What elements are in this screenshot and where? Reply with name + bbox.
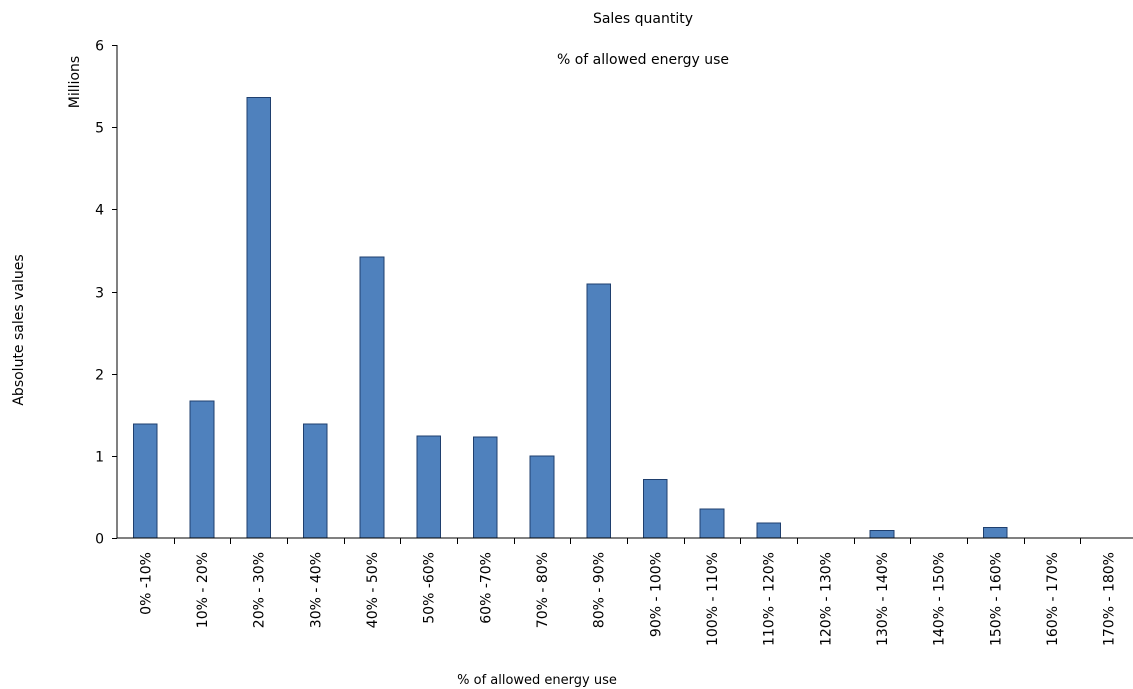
y-axis-tick-label: 6 (95, 39, 104, 55)
x-axis-ticks (174, 538, 1081, 544)
x-axis-title: % of allowed energy use (457, 673, 617, 688)
y-axis-tick-label: 1 (95, 450, 104, 466)
bar (302, 423, 328, 539)
bar (699, 508, 725, 539)
bars (132, 97, 1008, 539)
x-axis-tick-label: 20% - 30% (252, 552, 268, 628)
bar (756, 522, 782, 539)
bar (246, 97, 272, 539)
x-axis-tick-label: 10% - 20% (195, 552, 211, 628)
x-axis-tick-label: 50% -60% (422, 552, 438, 624)
y-axis-tick-label: 0 (95, 532, 104, 548)
x-axis-tick-label: 140% - 150% (932, 552, 948, 646)
x-axis-tick-label: 160% - 170% (1045, 552, 1061, 646)
x-axis-tick-label: 120% - 130% (818, 552, 834, 646)
x-axis-tick-label: 100% - 110% (705, 552, 721, 646)
x-axis-tick-labels: 0% -10% 10% - 20% 20% - 30% 30% - 40% 40% - … (138, 552, 1117, 646)
bar (529, 455, 555, 539)
bar (132, 423, 158, 539)
x-axis-tick-label: 110% - 120% (762, 552, 778, 646)
x-axis-tick-label: 30% - 40% (308, 552, 324, 628)
x-axis-tick-label: 90% - 100% (648, 552, 664, 637)
bar (642, 479, 668, 539)
x-axis-tick-label: 170% - 180% (1102, 552, 1118, 646)
x-axis-tick-label: 70% - 80% (535, 552, 551, 628)
bar (359, 256, 385, 539)
bar (869, 530, 895, 539)
x-axis-tick-label: 60% -70% (478, 552, 494, 624)
y-axis-tick-label: 4 (95, 203, 104, 219)
x-axis-tick-label: 40% - 50% (365, 552, 381, 628)
y-axis-unit-label: Millions (67, 56, 83, 108)
y-axis-tick-label: 5 (95, 121, 104, 137)
chart-subtitle: % of allowed energy use (557, 52, 729, 68)
bar (189, 400, 215, 539)
bar (586, 283, 612, 539)
bar (472, 436, 498, 539)
y-axis-title: Absolute sales values (11, 254, 27, 405)
y-axis-tick-label: 2 (95, 368, 104, 384)
x-axis-tick-label: 80% - 90% (592, 552, 608, 628)
x-axis-tick-label: 130% - 140% (875, 552, 891, 646)
bar (416, 435, 442, 539)
x-axis-tick-label: 150% - 160% (988, 552, 1004, 646)
bar (982, 526, 1008, 539)
y-axis-ticks: 0 1 2 3 4 5 6 (95, 39, 117, 548)
y-axis-tick-label: 3 (95, 286, 104, 302)
chart-title: Sales quantity (593, 11, 693, 27)
x-axis-tick-label: 0% -10% (138, 552, 154, 615)
